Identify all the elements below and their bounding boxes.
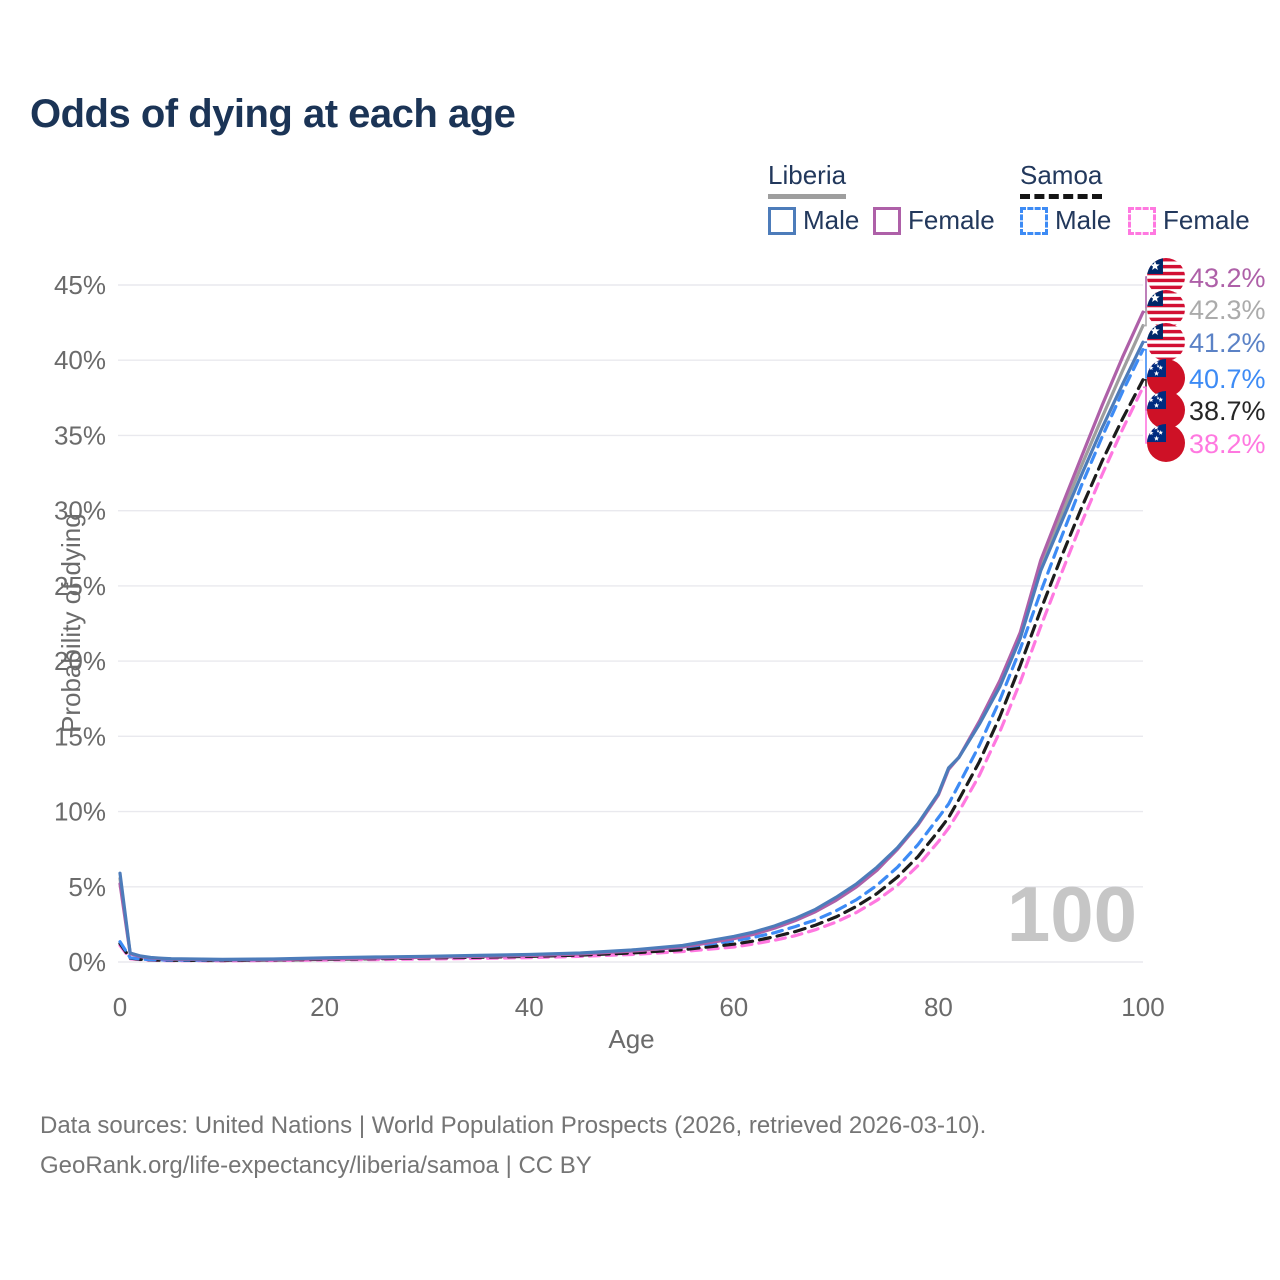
y-tick-label: 0% [68,947,106,977]
end-value-label: 38.2% [1189,429,1266,459]
x-tick-label: 100 [1121,992,1164,1022]
legend-group-samoa: Samoa [1020,160,1103,199]
y-tick-label: 5% [68,872,106,902]
y-tick-label: 30% [54,496,106,526]
legend-label-liberia-female: Female [908,205,995,235]
footer: Data sources: United Nations | World Pop… [40,1106,986,1186]
legend-swatch-liberia-male[interactable] [768,206,796,235]
y-tick-label: 45% [54,270,106,300]
end-value-label: 40.7% [1189,364,1266,394]
age-watermark: 100 [1007,870,1137,958]
x-tick-label: 60 [719,992,748,1022]
legend-label-samoa-male: Male [1055,205,1112,235]
x-tick-label: 0 [113,992,127,1022]
flag-icon-liberia [1147,323,1185,361]
legend-label-samoa-female: Female [1163,205,1250,235]
x-tick-label: 40 [515,992,544,1022]
x-tick-label: 80 [924,992,953,1022]
end-value-label: 42.3% [1189,295,1266,325]
footer-attribution: GeoRank.org/life-expectancy/liberia/samo… [40,1152,592,1179]
series-line-samoa-female [118,385,1145,963]
y-tick-label: 20% [54,646,106,676]
series-line-samoa-male [118,348,1145,962]
flag-icon-samoa [1147,424,1185,462]
flag-icon-samoa [1147,359,1185,397]
end-value-label: 38.7% [1189,396,1266,426]
y-tick-label: 10% [54,797,106,827]
end-value-label: 41.2% [1189,328,1266,358]
y-tick-label: 15% [54,721,106,751]
page-title: Odds of dying at each age [30,92,516,136]
footer-data-sources: Data sources: United Nations | World Pop… [40,1112,987,1139]
legend-group-liberia: Liberia [768,160,847,199]
end-value-label: 43.2% [1189,263,1266,293]
legend-item-samoa-female[interactable]: Female [1128,205,1250,236]
y-axis-title: Probability of dying [56,513,86,733]
series-line-liberia-both-sexes [118,324,1145,962]
x-tick-label: 20 [310,992,339,1022]
legend-title-liberia: Liberia [768,160,847,199]
y-tick-label: 35% [54,420,106,450]
y-tick-label: 40% [54,345,106,375]
series-line-samoa-both-sexes [118,378,1145,963]
y-tick-label: 25% [54,571,106,601]
legend-item-samoa-male[interactable]: Male [1020,205,1111,236]
legend-swatch-liberia-female[interactable] [873,206,901,235]
legend-swatch-samoa-female[interactable] [1128,206,1156,235]
legend-item-liberia-female[interactable]: Female [873,205,995,236]
series-line-liberia-female [118,310,1145,962]
legend-label-liberia-male: Male [803,205,860,235]
flag-icon-liberia [1147,290,1185,328]
legend-swatch-samoa-male[interactable] [1020,206,1048,235]
legend-title-samoa: Samoa [1020,160,1103,199]
x-axis-title: Age [608,1024,655,1054]
flag-icon-samoa [1147,391,1185,429]
series-line-liberia-male [118,340,1145,961]
legend-item-liberia-male[interactable]: Male [768,205,859,236]
